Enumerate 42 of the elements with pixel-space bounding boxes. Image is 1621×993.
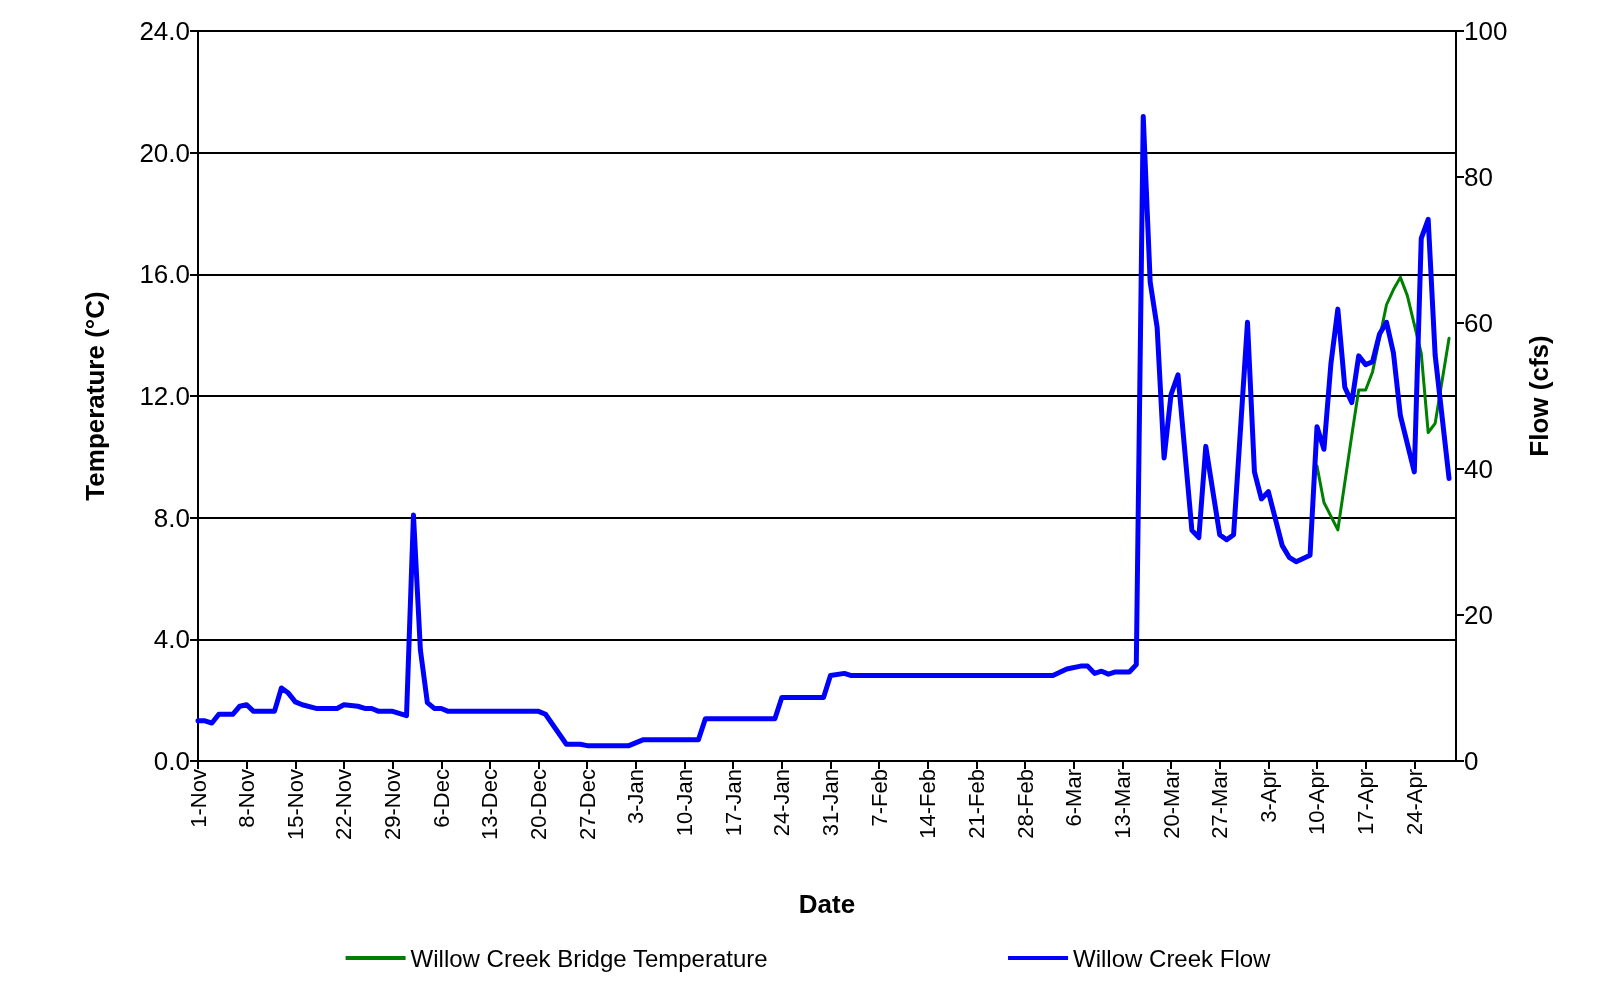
y2-tick-label: 60	[1464, 308, 1493, 338]
x-tick-label: 10-Jan	[672, 769, 698, 837]
legend-label: Willow Creek Flow	[1073, 944, 1272, 972]
x-tick-label: 15-Nov	[282, 769, 308, 840]
legend-label: Willow Creek Bridge Temperature	[410, 944, 768, 972]
x-tick-label: 13-Mar	[1109, 769, 1135, 839]
y-tick-label: 20.0	[139, 137, 190, 168]
x-tick-label: 24-Apr	[1401, 769, 1427, 836]
y-tick-label: 4.0	[153, 624, 190, 655]
y2-axis-title: Flow (cfs)	[1524, 335, 1554, 457]
y2-tick-label: 80	[1464, 162, 1493, 192]
x-tick-label: 20-Dec	[526, 769, 552, 840]
x-tick-label: 3-Jan	[623, 769, 649, 825]
x-tick-label: 7-Feb	[866, 769, 892, 827]
x-tick-label: 17-Apr	[1353, 769, 1379, 836]
x-tick-label: 22-Nov	[331, 769, 357, 840]
x-tick-label: 28-Feb	[1012, 769, 1038, 839]
y2-tick-label: 0	[1464, 746, 1479, 776]
y2-tick-label: 20	[1464, 600, 1493, 630]
x-tick-label: 13-Dec	[477, 769, 503, 840]
y2-tick-label: 100	[1464, 16, 1508, 46]
y-tick-label: 12.0	[139, 381, 190, 411]
x-tick-label: 29-Nov	[380, 769, 406, 840]
x-tick-label: 21-Feb	[963, 769, 989, 839]
x-tick-label: 24-Jan	[769, 769, 795, 837]
x-tick-label: 3-Apr	[1255, 769, 1281, 823]
x-tick-label: 27-Mar	[1207, 769, 1233, 839]
x-tick-label: 20-Mar	[1158, 769, 1184, 839]
y-axis-title: Temperature (°C)	[80, 291, 110, 501]
x-tick-label: 14-Feb	[915, 769, 941, 839]
x-tick-label: 10-Apr	[1304, 769, 1330, 836]
y2-tick-label: 40	[1464, 454, 1493, 484]
x-axis-title: Date	[798, 889, 856, 919]
x-tick-label: 8-Nov	[234, 769, 260, 828]
y-tick-label: 16.0	[139, 259, 190, 290]
y-tick-label: 24.0	[139, 16, 190, 46]
x-tick-label: 27-Dec	[574, 769, 600, 840]
x-tick-label: 17-Jan	[720, 769, 746, 837]
x-tick-label: 6-Dec	[428, 769, 454, 828]
y-tick-label: 8.0	[153, 502, 190, 533]
x-tick-label: 6-Mar	[1061, 769, 1087, 827]
x-tick-label: 31-Jan	[817, 769, 843, 837]
